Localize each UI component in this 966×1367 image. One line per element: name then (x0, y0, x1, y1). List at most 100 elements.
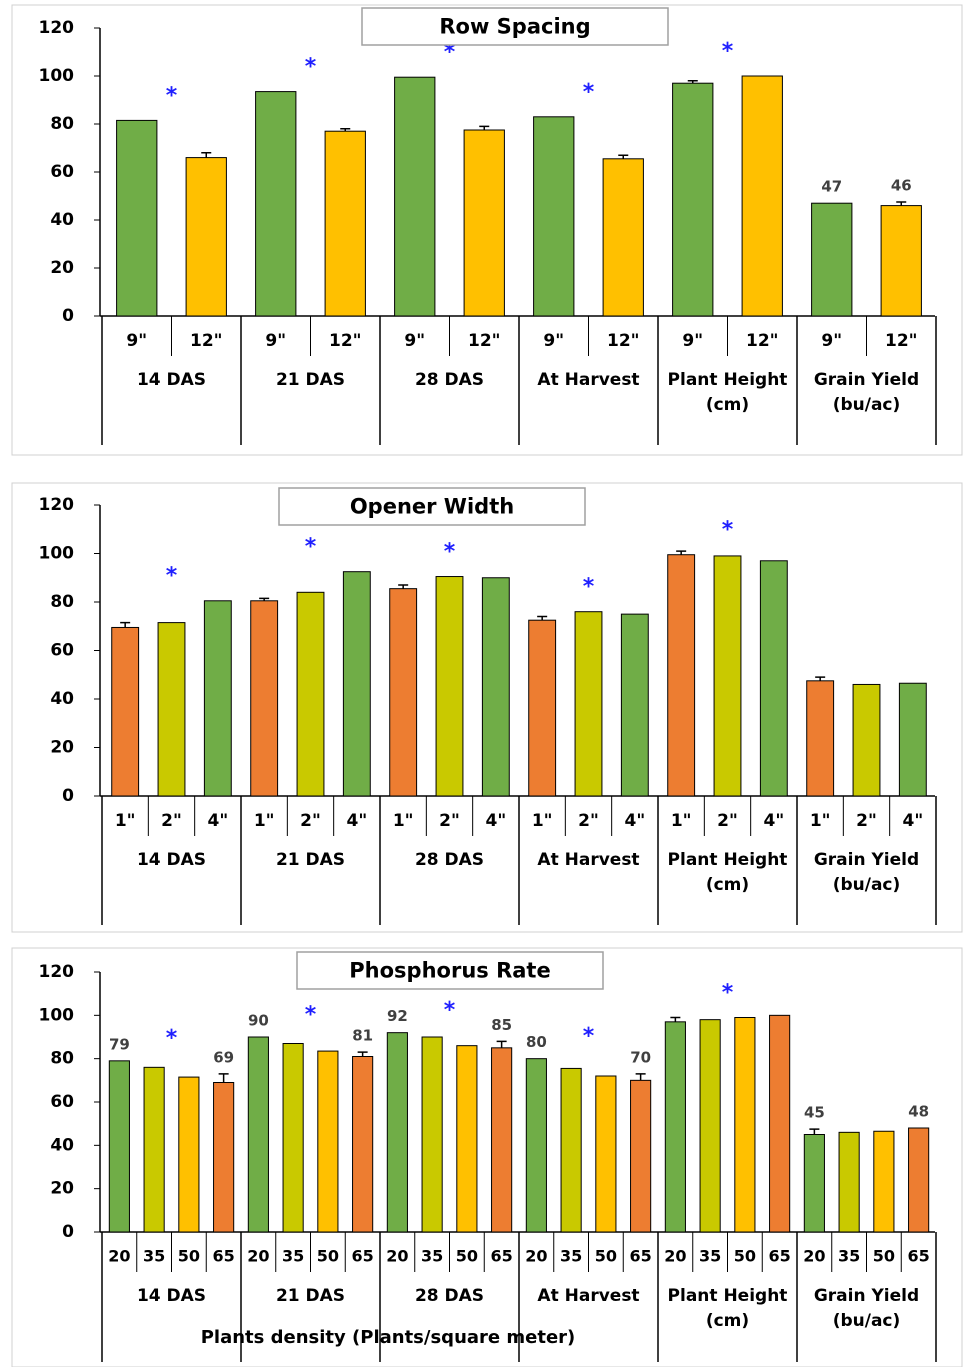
group-label: Grain Yield (bu/ac) (813, 370, 920, 415)
y-tick-label: 60 (50, 162, 74, 182)
significance-marker: * (444, 40, 456, 65)
group-label: At Harvest (537, 370, 640, 390)
bar (282, 1043, 304, 1233)
significance-marker: * (305, 534, 317, 559)
sub-category-label: 2" (161, 811, 182, 831)
bar (250, 600, 279, 797)
y-tick-label: 60 (50, 641, 74, 661)
bar (806, 680, 835, 797)
group-label-box: Plant Height (cm) (667, 370, 788, 415)
group-label-box: 21 DAS (276, 1286, 345, 1306)
sub-category-label: 9" (682, 331, 703, 351)
group-label: At Harvest (537, 850, 640, 870)
group-label: 28 DAS (414, 370, 485, 390)
group-label-box: 21 DAS (276, 370, 345, 390)
bar (873, 1130, 895, 1233)
bar (759, 560, 788, 797)
group-label-box: Grain Yield (bu/ac) (814, 850, 919, 895)
y-tick-label: 40 (50, 1135, 74, 1155)
sub-category-label: 50 (178, 1247, 200, 1266)
error-bar (815, 676, 826, 681)
sub-category-label: 12" (468, 331, 501, 351)
value-label: 79 (109, 1035, 130, 1053)
sub-category-label: 12" (885, 331, 918, 351)
y-tick-label: 0 (62, 1222, 74, 1242)
y-tick-label: 20 (50, 258, 74, 278)
sub-category-label: 4" (485, 811, 506, 831)
sub-category-label: 12" (746, 331, 779, 351)
sub-category-label: 2" (439, 811, 460, 831)
bar (769, 1014, 791, 1233)
sub-category-label: 12" (607, 331, 640, 351)
sub-category-label: 12" (329, 331, 362, 351)
bar (463, 129, 505, 317)
group-label: 21 DAS (275, 850, 346, 870)
sub-category-label: 2" (578, 811, 599, 831)
sub-category-label: 9" (821, 331, 842, 351)
bar (533, 116, 575, 317)
value-label: 45 (804, 1104, 825, 1122)
value-label: 92 (387, 1007, 408, 1025)
bar (699, 1019, 721, 1233)
bar (664, 1021, 686, 1233)
group-label-box: Plant Height (cm) (668, 1286, 788, 1331)
bar (574, 611, 603, 797)
error-bar (398, 584, 409, 589)
significance-marker: * (722, 517, 734, 542)
group-label: Grain Yield (bu/ac) (813, 1286, 920, 1331)
group-label-box: 28 DAS (415, 850, 484, 870)
bar (296, 591, 325, 797)
chart-title: Opener Width (350, 495, 514, 519)
y-tick-label: 20 (50, 1179, 74, 1199)
sub-category-label: 1" (254, 811, 275, 831)
bar (491, 1047, 513, 1233)
sub-category-label: 35 (699, 1247, 721, 1266)
sub-category-label: 65 (768, 1247, 790, 1266)
error-bar (201, 152, 212, 158)
bar (421, 1036, 443, 1233)
sub-category-label: 9" (126, 331, 147, 351)
significance-marker: * (305, 55, 317, 80)
value-label: 70 (630, 1048, 651, 1066)
significance-marker: * (583, 1024, 595, 1049)
sub-category-label: 35 (282, 1247, 304, 1266)
significance-marker: * (583, 574, 595, 599)
sub-category-label: 35 (838, 1247, 860, 1266)
significance-marker: * (166, 1026, 178, 1051)
bar (898, 682, 927, 797)
y-tick-label: 120 (39, 962, 75, 982)
bar (456, 1045, 478, 1233)
y-tick-label: 120 (39, 495, 75, 515)
bar (317, 1050, 339, 1233)
bar (178, 1076, 200, 1233)
sub-category-label: 2" (856, 811, 877, 831)
group-label-box: Plant Height (cm) (668, 850, 788, 895)
y-tick-label: 80 (50, 114, 74, 134)
bar (386, 1032, 408, 1233)
error-bar (496, 1040, 507, 1048)
bar (602, 158, 644, 317)
sub-category-label: 65 (212, 1247, 234, 1266)
bar (247, 1036, 269, 1233)
sub-category-label: 20 (664, 1247, 686, 1266)
bar (803, 1134, 825, 1233)
sub-category-label: 4" (346, 811, 367, 831)
bar (203, 600, 232, 797)
bar (672, 82, 714, 317)
bar (838, 1131, 860, 1233)
bar (435, 576, 464, 797)
bar (111, 626, 140, 797)
group-label: Plant Height (cm) (667, 370, 788, 415)
error-bar (357, 1051, 368, 1057)
sub-category-label: 1" (810, 811, 831, 831)
sub-category-label: 50 (317, 1247, 339, 1266)
significance-marker: * (166, 564, 178, 589)
sub-category-label: 2" (300, 811, 321, 831)
sub-category-label: 20 (108, 1247, 130, 1266)
group-label-box: At Harvest (537, 1286, 640, 1306)
error-bar (218, 1073, 229, 1083)
significance-marker: * (166, 83, 178, 108)
group-label: At Harvest (537, 1286, 640, 1306)
error-bar (340, 128, 351, 132)
